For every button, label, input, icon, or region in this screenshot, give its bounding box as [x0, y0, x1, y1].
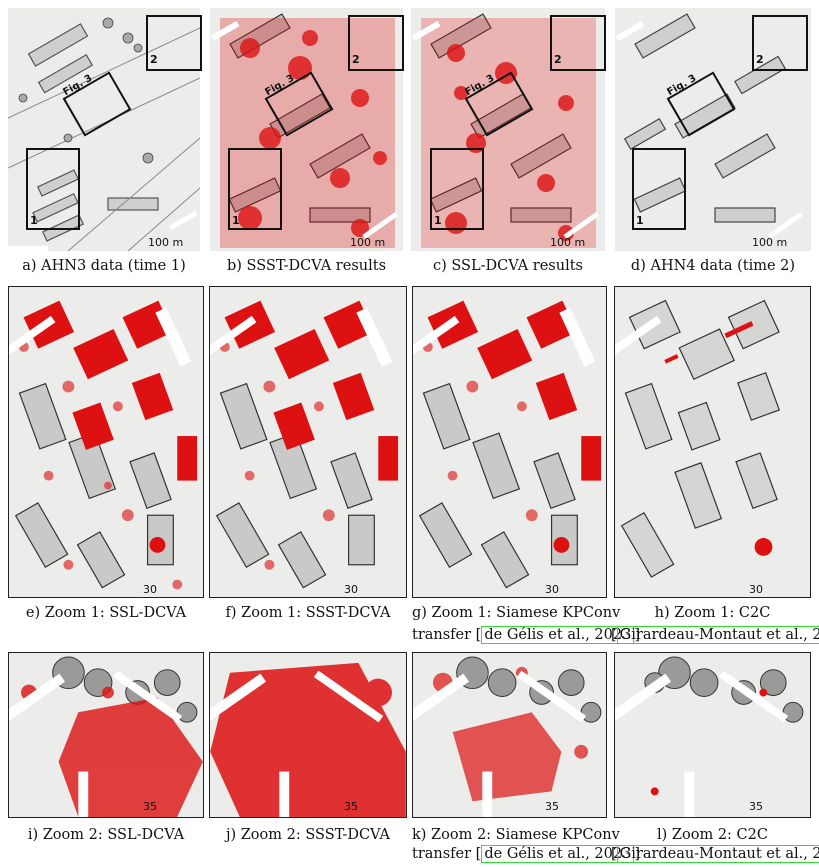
citation-de-gelis-g[interactable]: de Gélis et al., 2023	[481, 626, 635, 644]
zoom1-siamese-pointcloud	[413, 300, 602, 589]
caption-g-line1: g) Zoom 1: Siamese KPConv	[412, 605, 621, 621]
citation-girardeau-l[interactable]: Girardeau-Montaut et al., 2005	[616, 845, 819, 863]
caption-h: h) Zoom 1: C2C [Girardeau-Montaut et al.…	[611, 604, 819, 644]
box1-label-d: 1	[636, 214, 644, 227]
caption-l-line2: [Girardeau-Montaut et al., 2005]	[611, 845, 819, 863]
caption-g-transfer: transfer	[412, 627, 472, 643]
caption-h-line2: [Girardeau-Montaut et al., 2005]	[611, 626, 819, 644]
box2-label-b: 2	[352, 53, 360, 66]
panel-f-zoom1-ssst-dcva	[209, 286, 407, 598]
caption-k-line2: transfer [de Gélis et al., 2023]	[412, 845, 641, 863]
panel-b-ssst-dcva	[210, 8, 403, 251]
zoom1-box-a	[26, 148, 80, 230]
box1-label-b: 1	[232, 214, 240, 227]
panel-h-zoom1-c2c	[614, 286, 811, 598]
zoom2-c2c-pointcloud	[615, 656, 804, 817]
box1-label-c: 1	[434, 214, 442, 227]
caption-e: e) Zoom 1: SSL-DCVA	[25, 605, 187, 621]
panel-e-zoom1-ssl-dcva	[8, 286, 204, 598]
zoom2-box-a	[146, 15, 202, 71]
zoom2-box-c	[550, 15, 606, 71]
caption-k-transfer: transfer	[412, 846, 472, 862]
scale-bar-e: 30	[143, 583, 157, 596]
zoom2-box-d	[752, 15, 808, 71]
zoom2-siamese-pointcloud	[413, 656, 602, 817]
zoom1-box-c	[430, 148, 484, 230]
zoom1-ssl-pointcloud	[9, 300, 198, 590]
panel-i-zoom2-ssl-dcva	[8, 652, 204, 818]
zoom2-box-b	[348, 15, 404, 71]
box2-label-c: 2	[554, 53, 562, 66]
scale-bar-f: 30	[344, 583, 358, 596]
panel-g-zoom1-siamese	[412, 286, 607, 598]
caption-k: k) Zoom 2: Siamese KPConv transfer [de G…	[412, 826, 641, 863]
ssl-dcva-pointcloud	[411, 13, 600, 248]
scale-bar-c: 100 m	[550, 236, 586, 249]
panel-k-zoom2-siamese	[412, 652, 607, 818]
box2-label-a: 2	[150, 53, 158, 66]
panel-l-zoom2-c2c	[614, 652, 811, 818]
caption-l: l) Zoom 2: C2C [Girardeau-Montaut et al.…	[611, 826, 819, 863]
ssst-dcva-pointcloud	[210, 13, 399, 248]
caption-j: j) Zoom 2: SSST-DCVA	[225, 827, 391, 843]
zoom1-box-d	[632, 148, 686, 230]
scale-bar-k: 35	[545, 800, 559, 813]
scale-bar-l: 35	[749, 800, 763, 813]
caption-h-line1: h) Zoom 1: C2C	[654, 605, 771, 621]
panel-d-ahn4	[615, 8, 811, 251]
caption-a: a) AHN3 data (time 1)	[22, 258, 186, 274]
scale-bar-d: 100 m	[752, 236, 788, 249]
caption-d: d) AHN4 data (time 2)	[630, 258, 796, 274]
zoom1-box-b	[228, 148, 282, 230]
zoom2-ssst-pointcloud	[210, 662, 406, 817]
citation-girardeau-h[interactable]: Girardeau-Montaut et al., 2005	[616, 626, 819, 644]
caption-g: g) Zoom 1: Siamese KPConv transfer [de G…	[412, 604, 641, 644]
caption-k-line1: k) Zoom 2: Siamese KPConv	[412, 827, 620, 843]
box2-label-d: 2	[756, 53, 764, 66]
scale-bar-i: 35	[143, 800, 157, 813]
ahn4-pointcloud	[615, 13, 804, 239]
panel-c-ssl-dcva	[411, 8, 605, 251]
caption-i: i) Zoom 2: SSL-DCVA	[27, 827, 185, 843]
zoom1-c2c-pointcloud	[615, 299, 781, 578]
zoom1-ssst-pointcloud	[210, 300, 399, 589]
citation-de-gelis-k[interactable]: de Gélis et al., 2023	[481, 845, 635, 863]
scale-bar-g: 30	[545, 583, 559, 596]
box1-label-a: 1	[30, 214, 38, 227]
scale-bar-b: 100 m	[350, 236, 386, 249]
scale-bar-a: 100 m	[148, 236, 184, 249]
zoom2-ssl-pointcloud	[9, 656, 203, 817]
caption-b: b) SSST-DCVA results	[226, 258, 387, 274]
caption-f: f) Zoom 1: SSST-DCVA	[225, 605, 391, 621]
scale-bar-h: 30	[749, 583, 763, 596]
caption-l-line1: l) Zoom 2: C2C	[657, 827, 768, 843]
caption-g-line2: transfer [de Gélis et al., 2023]	[412, 626, 641, 644]
caption-c: c) SSL-DCVA results	[432, 258, 583, 274]
panel-j-zoom2-ssst-dcva	[209, 652, 407, 818]
scale-bar-j: 35	[344, 800, 358, 813]
